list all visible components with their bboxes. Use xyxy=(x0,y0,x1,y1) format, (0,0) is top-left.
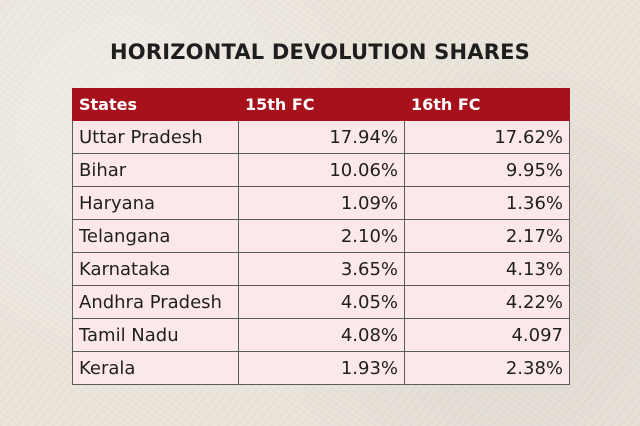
state-cell: Tamil Nadu xyxy=(72,318,239,352)
fc15-share-cell: 4.08% xyxy=(238,318,405,352)
fc16-share-cell: 4.22% xyxy=(404,285,570,319)
state-cell: Andhra Pradesh xyxy=(72,285,239,319)
fc16-share-cell: 2.38% xyxy=(404,351,570,385)
table-header-row: States 15th FC 16th FC xyxy=(72,88,570,121)
state-cell: Kerala xyxy=(72,351,239,385)
fc15-share-cell: 17.94% xyxy=(238,120,405,154)
fc16-share-cell: 4.097 xyxy=(404,318,570,352)
table-row: Tamil Nadu 4.08% 4.097 xyxy=(72,318,570,352)
column-header-16th-fc: 16th FC xyxy=(404,88,570,121)
state-cell: Telangana xyxy=(72,219,239,253)
state-cell: Karnataka xyxy=(72,252,239,286)
fc15-share-cell: 4.05% xyxy=(238,285,405,319)
fc16-share-cell: 1.36% xyxy=(404,186,570,220)
table-row: Bihar 10.06% 9.95% xyxy=(72,153,570,187)
fc15-share-cell: 1.93% xyxy=(238,351,405,385)
column-header-15th-fc: 15th FC xyxy=(238,88,405,121)
fc15-share-cell: 10.06% xyxy=(238,153,405,187)
devolution-table: States 15th FC 16th FC Uttar Pradesh 17.… xyxy=(72,88,570,385)
table-row: Kerala 1.93% 2.38% xyxy=(72,351,570,385)
column-header-states: States xyxy=(72,88,239,121)
fc16-share-cell: 4.13% xyxy=(404,252,570,286)
fc15-share-cell: 1.09% xyxy=(238,186,405,220)
state-cell: Haryana xyxy=(72,186,239,220)
page-title: HORIZONTAL DEVOLUTION SHARES xyxy=(110,40,530,64)
fc16-share-cell: 2.17% xyxy=(404,219,570,253)
table-row: Andhra Pradesh 4.05% 4.22% xyxy=(72,285,570,319)
fc16-share-cell: 9.95% xyxy=(404,153,570,187)
fc15-share-cell: 2.10% xyxy=(238,219,405,253)
state-cell: Uttar Pradesh xyxy=(72,120,239,154)
table-row: Karnataka 3.65% 4.13% xyxy=(72,252,570,286)
table-row: Telangana 2.10% 2.17% xyxy=(72,219,570,253)
table-row: Uttar Pradesh 17.94% 17.62% xyxy=(72,120,570,154)
table-row: Haryana 1.09% 1.36% xyxy=(72,186,570,220)
fc15-share-cell: 3.65% xyxy=(238,252,405,286)
state-cell: Bihar xyxy=(72,153,239,187)
fc16-share-cell: 17.62% xyxy=(404,120,570,154)
